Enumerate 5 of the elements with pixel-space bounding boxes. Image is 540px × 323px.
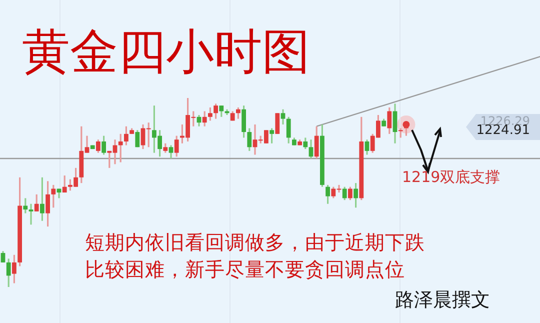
annotation: 比较困难，新手尽量不要贪回调点位 [85, 258, 405, 281]
text: 路泽晨撰文 [395, 289, 490, 311]
chart-title: 黄金四小时图 [22, 24, 310, 80]
annotation: 1219双底支撑 [402, 168, 500, 186]
annotation: 短期内依旧看回调做多，由于近期下跌 [85, 231, 425, 254]
